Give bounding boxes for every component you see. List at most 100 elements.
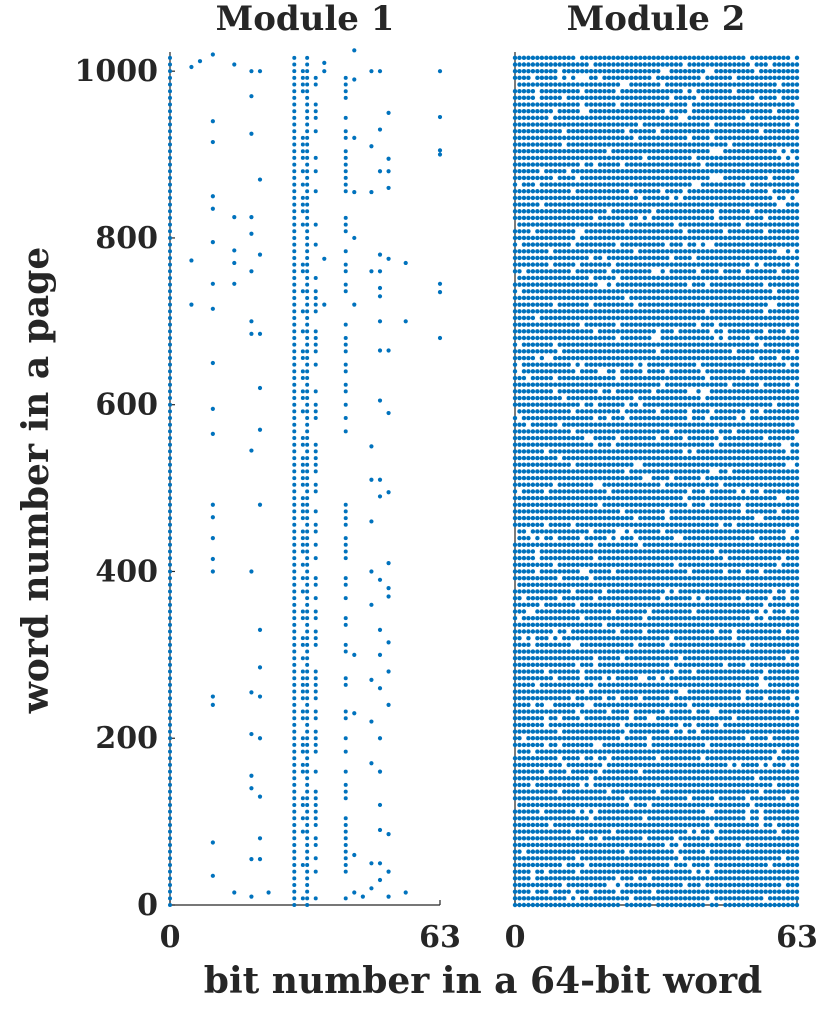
scatter-point — [539, 62, 545, 67]
scatter-point — [300, 536, 305, 541]
scatter-point — [575, 595, 580, 601]
scatter-point — [526, 242, 531, 247]
scatter-point — [615, 329, 621, 334]
scatter-point — [638, 876, 643, 881]
scatter-point — [620, 549, 625, 554]
scatter-point — [352, 77, 357, 82]
scatter-point — [570, 802, 576, 808]
scatter-point — [579, 62, 585, 67]
scatter-point — [526, 229, 531, 234]
scatter-point — [629, 209, 634, 214]
scatter-point — [664, 555, 670, 561]
scatter-point — [292, 809, 297, 814]
scatter-point — [305, 889, 310, 894]
scatter-point — [570, 402, 576, 407]
scatter-point — [620, 455, 625, 461]
scatter-point — [526, 115, 531, 121]
scatter-point — [526, 495, 531, 501]
scatter-point — [602, 642, 607, 648]
scatter-point — [313, 289, 318, 294]
scatter-point — [597, 562, 603, 568]
scatter-point — [517, 162, 522, 167]
scatter-point — [526, 749, 531, 754]
scatter-point — [593, 102, 598, 107]
scatter-point — [629, 349, 634, 354]
scatter-point — [642, 696, 648, 701]
scatter-point — [292, 82, 297, 87]
scatter-point — [624, 242, 630, 247]
scatter-point — [651, 422, 656, 427]
scatter-point — [633, 882, 639, 888]
scatter-point — [562, 489, 567, 494]
scatter-point — [593, 816, 598, 821]
scatter-point — [664, 95, 670, 101]
scatter-point — [343, 509, 348, 514]
scatter-point — [313, 102, 318, 107]
scatter-point — [377, 627, 383, 632]
scatter-point — [300, 742, 305, 747]
scatter-point — [553, 502, 558, 507]
scatter-point — [588, 822, 594, 828]
scatter-point — [544, 509, 549, 514]
scatter-point — [512, 669, 518, 674]
scatter-point — [584, 422, 589, 427]
scatter-point — [602, 595, 607, 601]
scatter-point — [535, 309, 540, 314]
scatter-point — [602, 415, 607, 421]
scatter-point — [593, 535, 598, 541]
scatter-point — [437, 290, 443, 295]
scatter-point — [570, 622, 576, 628]
scatter-point — [369, 861, 374, 866]
scatter-point — [615, 756, 621, 761]
scatter-point — [305, 95, 310, 100]
scatter-point — [566, 415, 571, 421]
scatter-point — [553, 182, 558, 187]
scatter-point — [629, 702, 634, 708]
scatter-point — [526, 315, 531, 321]
scatter-point — [669, 722, 674, 728]
scatter-point — [557, 289, 562, 294]
scatter-point — [570, 395, 576, 401]
scatter-point — [579, 495, 585, 501]
scatter-point — [343, 536, 348, 541]
scatter-point — [620, 442, 625, 447]
scatter-point — [629, 375, 634, 381]
scatter-point — [633, 902, 639, 908]
scatter-point — [343, 829, 348, 834]
scatter-point — [588, 642, 594, 648]
scatter-point — [647, 762, 652, 768]
scatter-point — [403, 890, 408, 895]
scatter-point — [642, 609, 648, 614]
scatter-point — [656, 762, 661, 768]
scatter-point — [647, 882, 652, 888]
scatter-point — [615, 635, 621, 641]
scatter-point — [535, 349, 540, 354]
scatter-point — [386, 348, 391, 353]
scatter-point — [535, 149, 540, 154]
scatter-point — [611, 669, 616, 674]
scatter-point — [624, 382, 630, 387]
scatter-point — [526, 729, 531, 734]
scatter-point — [624, 515, 630, 521]
scatter-point — [535, 742, 540, 748]
scatter-point — [638, 689, 643, 694]
scatter-point — [168, 349, 172, 354]
scatter-point — [629, 769, 634, 774]
scatter-point — [593, 95, 598, 101]
bit-column — [300, 69, 305, 901]
scatter-point — [588, 242, 594, 247]
scatter-point — [575, 469, 580, 474]
scatter-point — [579, 896, 585, 901]
scatter-point — [566, 856, 571, 861]
scatter-point — [553, 362, 558, 367]
scatter-point — [526, 382, 531, 387]
scatter-point — [168, 362, 172, 367]
scatter-point — [584, 375, 589, 381]
scatter-point — [651, 676, 656, 681]
scatter-point — [557, 55, 562, 61]
scatter-point — [521, 756, 527, 761]
scatter-point — [526, 269, 531, 274]
scatter-point — [517, 555, 522, 561]
scatter-point — [521, 716, 527, 721]
scatter-point — [602, 449, 607, 454]
